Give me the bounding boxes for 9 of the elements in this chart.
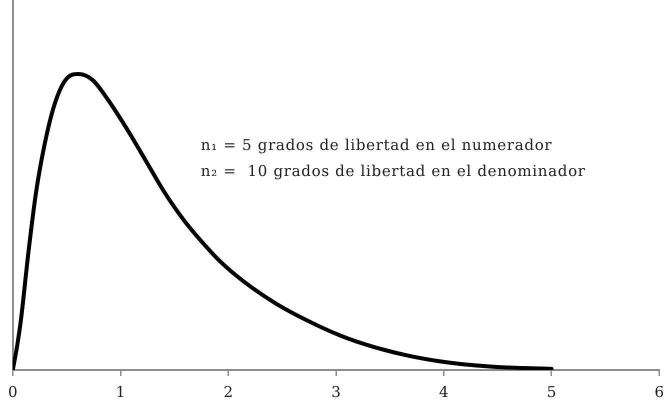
- x-tick-label: 5: [546, 382, 556, 401]
- x-tick-label: 4: [438, 382, 449, 401]
- annotation: n₁ = 5 grados de libertad en el numerador: [200, 136, 552, 154]
- x-tick-label: 1: [116, 382, 126, 401]
- x-tick-label: 6: [654, 382, 664, 401]
- x-tick-label: 3: [331, 382, 341, 401]
- x-tick-label: 0: [8, 382, 18, 401]
- x-tick-label: 2: [223, 382, 234, 401]
- annotation: n₂ = 10 grados de libertad en el denominador: [200, 162, 586, 180]
